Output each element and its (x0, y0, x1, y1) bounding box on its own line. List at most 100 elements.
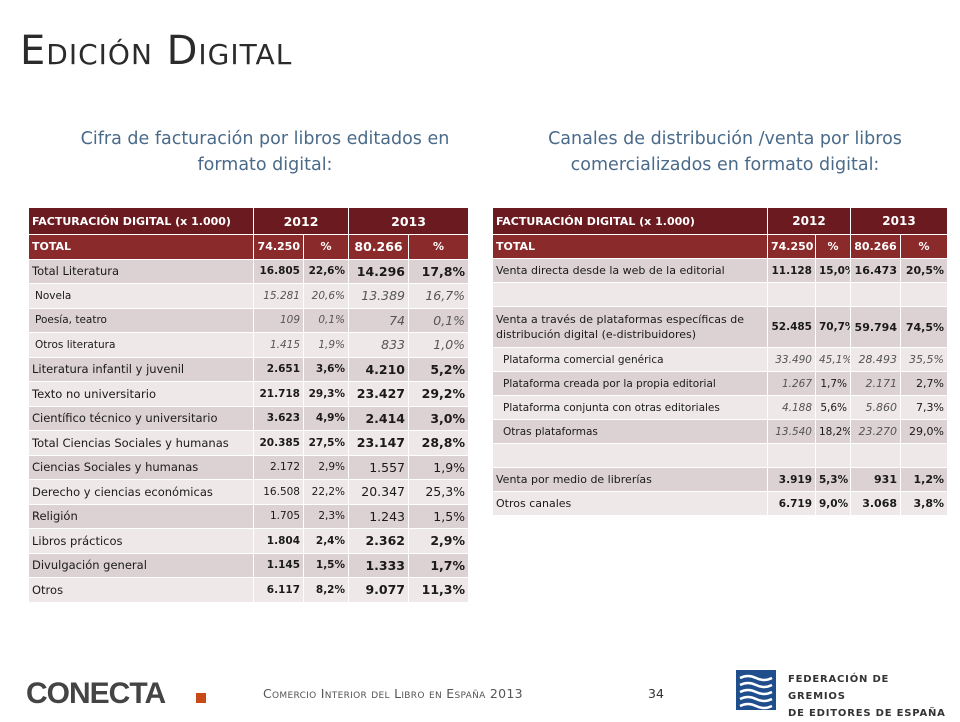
table-row: Otros literatura 1.415 1,9% 833 1,0% (28, 332, 470, 358)
table-row: Venta por medio de librerías 3.919 5,3% … (492, 467, 948, 492)
table-row: Religión 1.705 2,3% 1.243 1,5% (28, 503, 470, 529)
row-2013: 13.389 (348, 283, 410, 309)
row-pct-2013: 0,1% (408, 307, 470, 333)
table-row: Ciencias Sociales y humanas 2.172 2,9% 1… (28, 454, 470, 480)
row-2013: 23.270 (850, 419, 901, 444)
row-2012: 109 (253, 307, 304, 333)
row-pct-2013: 29,0% (900, 419, 948, 444)
row-pct-2012: 4,9% (302, 405, 350, 431)
table-row: Científico técnico y universitario 3.623… (28, 405, 470, 431)
row-2013: 59.794 (850, 306, 901, 348)
row-2013: 20.347 (348, 479, 410, 505)
row-2013: 28.493 (850, 347, 901, 372)
row-pct-2012: 27,5% (302, 430, 350, 456)
table-row: Otros canales 6.719 9,0% 3.068 3,8% (492, 491, 948, 516)
row-pct-2012: 1,9% (302, 332, 350, 358)
header-year-2012: 2012 (767, 207, 851, 235)
row-label: Plataforma conjunta con otras editoriale… (492, 395, 768, 420)
row-2013: 2.362 (348, 528, 410, 554)
row-2013: 16.473 (850, 258, 901, 283)
total-label: TOTAL (28, 234, 254, 260)
table-row: Plataforma comercial genérica 33.490 45,… (492, 347, 948, 372)
row-2012: 33.490 (767, 347, 816, 372)
table-facturacion: FACTURACIÓN DIGITAL (x 1.000) 2012 2013 … (28, 207, 470, 603)
header-year-2012: 2012 (252, 207, 350, 235)
row-pct-2013: 28,8% (408, 430, 470, 456)
row-pct-2012: 0,1% (302, 307, 350, 333)
table-row: Venta a través de plataformas específica… (492, 306, 948, 348)
table-row: Plataforma conjunta con otras editoriale… (492, 395, 948, 420)
row-pct-2013: 16,7% (408, 283, 470, 309)
row-label: Derecho y ciencias económicas (28, 479, 254, 505)
row-2012: 52.485 (767, 306, 816, 348)
row-2012: 16.805 (253, 258, 304, 284)
table-row: Total Ciencias Sociales y humanas 20.385… (28, 430, 470, 456)
table-header-row: FACTURACIÓN DIGITAL (x 1.000) 2012 2013 (492, 207, 948, 235)
row-pct-2012: 3,6% (302, 356, 350, 382)
row-pct-2013: 20,5% (900, 258, 948, 283)
federacion-logo: FEDERACIÓN DE GREMIOS DE EDITORES DE ESP… (736, 668, 946, 719)
total-pct-2013: % (900, 234, 948, 259)
row-pct-2012: 5,3% (815, 467, 851, 492)
table-row: Libros prácticos 1.804 2,4% 2.362 2,9% (28, 528, 470, 554)
page-number: 34 (648, 686, 664, 701)
conecta-logo-square (196, 693, 206, 703)
total-pct-2012: % (815, 234, 851, 259)
total-pct-2012: % (302, 234, 350, 260)
row-2012: 1.705 (253, 503, 304, 529)
row-label: Venta directa desde la web de la editori… (492, 258, 768, 283)
row-2012: 2.172 (253, 454, 304, 480)
table-row: Derecho y ciencias económicas 16.508 22,… (28, 479, 470, 505)
row-pct-2013: 1,2% (900, 467, 948, 492)
row-label: Otros canales (492, 491, 768, 516)
table-header-row: FACTURACIÓN DIGITAL (x 1.000) 2012 2013 (28, 207, 470, 235)
row-pct-2013: 3,0% (408, 405, 470, 431)
subtitle-left: Cifra de facturación por libros editados… (80, 129, 450, 175)
row-pct-2012: 18,2% (815, 419, 851, 444)
table-row: Texto no universitario 21.718 29,3% 23.4… (28, 381, 470, 407)
row-2012: 1.804 (253, 528, 304, 554)
table-row: Poesía, teatro 109 0,1% 74 0,1% (28, 307, 470, 333)
row-pct-2012: 29,3% (302, 381, 350, 407)
row-pct-2013: 1,9% (408, 454, 470, 480)
row-2013: 1.333 (348, 552, 410, 578)
total-2013: 80.266 (850, 234, 901, 259)
table-row: Literatura infantil y juvenil 2.651 3,6%… (28, 356, 470, 382)
slide-title: Edición Digital (20, 28, 293, 74)
row-label: Libros prácticos (28, 528, 254, 554)
row-label: Otros literatura (28, 332, 254, 358)
row-pct-2012: 1,7% (815, 371, 851, 396)
row-2012: 3.919 (767, 467, 816, 492)
row-pct-2012: 15,0% (815, 258, 851, 283)
row-label: Científico técnico y universitario (28, 405, 254, 431)
row-2013: 23.147 (348, 430, 410, 456)
row-label: Religión (28, 503, 254, 529)
row-pct-2012: 45,1% (815, 347, 851, 372)
row-2012: 6.117 (253, 577, 304, 603)
row-2012: 6.719 (767, 491, 816, 516)
row-pct-2012: 70,7% (815, 306, 851, 348)
row-label: Poesía, teatro (28, 307, 254, 333)
federacion-line1: FEDERACIÓN DE GREMIOS (788, 674, 890, 702)
header-year-2013: 2013 (348, 207, 470, 235)
row-2013: 23.427 (348, 381, 410, 407)
table-canales: FACTURACIÓN DIGITAL (x 1.000) 2012 2013 … (492, 207, 948, 516)
row-label: Otras plataformas (492, 419, 768, 444)
row-label: Venta por medio de librerías (492, 467, 768, 492)
row-2012: 1.267 (767, 371, 816, 396)
row-pct-2012: 22,2% (302, 479, 350, 505)
row-label: Ciencias Sociales y humanas (28, 454, 254, 480)
row-pct-2013: 2,9% (408, 528, 470, 554)
header-label: FACTURACIÓN DIGITAL (x 1.000) (28, 207, 254, 235)
row-label: Total Literatura (28, 258, 254, 284)
row-pct-2013: 11,3% (408, 577, 470, 603)
row-2012: 1.145 (253, 552, 304, 578)
row-2013: 931 (850, 467, 901, 492)
row-2013: 14.296 (348, 258, 410, 284)
table-row: Total Literatura 16.805 22,6% 14.296 17,… (28, 258, 470, 284)
row-pct-2013: 1,0% (408, 332, 470, 358)
federacion-emblem-icon (736, 670, 776, 710)
row-2012: 21.718 (253, 381, 304, 407)
row-pct-2013: 1,5% (408, 503, 470, 529)
subtitle-right: Canales de distribución /venta por libro… (548, 129, 902, 175)
